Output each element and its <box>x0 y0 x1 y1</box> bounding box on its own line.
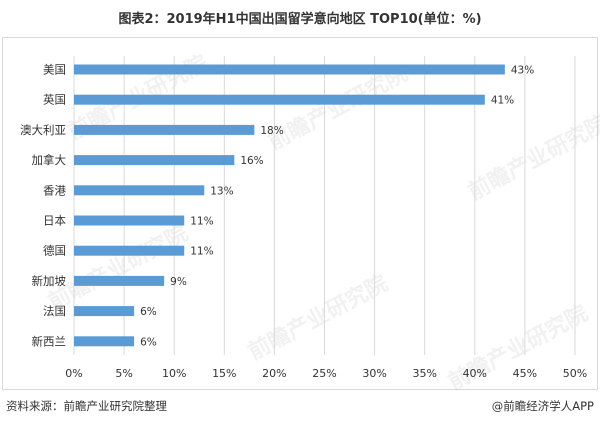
x-tick-label: 35% <box>412 367 436 380</box>
data-label: 6% <box>140 306 157 318</box>
category-label: 澳大利亚 <box>20 123 66 137</box>
data-label: 18% <box>260 125 283 137</box>
data-label: 11% <box>190 216 213 228</box>
x-tick-label: 0% <box>65 367 82 380</box>
chart-title: 图表2：2019年H1中国出国留学意向地区 TOP10(单位：%) <box>118 12 482 27</box>
category-label: 加拿大 <box>32 153 67 167</box>
category-label: 美国 <box>43 63 66 77</box>
x-tick-label: 5% <box>115 367 132 380</box>
x-tick-label: 40% <box>463 367 487 380</box>
bar <box>74 275 165 286</box>
data-label: 9% <box>170 276 187 288</box>
x-tick-label: 20% <box>262 367 286 380</box>
x-tick-label: 45% <box>513 367 537 380</box>
data-label: 43% <box>511 65 534 77</box>
data-label: 16% <box>240 155 263 167</box>
category-label: 日本 <box>43 214 66 228</box>
x-tick-label: 30% <box>362 367 386 380</box>
bar <box>74 215 185 226</box>
x-tick-label: 15% <box>212 367 236 380</box>
data-label: 41% <box>491 95 514 107</box>
bar <box>74 245 185 256</box>
source-note: 资料来源：前瞻产业研究院整理 <box>6 399 167 413</box>
bar <box>74 94 485 105</box>
bar <box>74 155 235 166</box>
x-tick-label: 50% <box>563 367 587 380</box>
bar <box>74 336 135 347</box>
data-label: 6% <box>140 336 157 348</box>
data-label: 13% <box>210 185 233 197</box>
category-label: 英国 <box>43 93 66 107</box>
bar <box>74 306 135 317</box>
credit-note: @前瞻经济学人APP <box>491 399 594 413</box>
x-tick-label: 10% <box>162 367 186 380</box>
category-label: 新西兰 <box>32 334 67 348</box>
category-label: 德国 <box>43 244 66 258</box>
category-label: 香港 <box>43 183 66 197</box>
category-label: 法国 <box>43 304 66 318</box>
data-label: 11% <box>190 246 213 258</box>
bar <box>74 124 255 135</box>
chart-frame <box>2 37 598 390</box>
bar <box>74 185 205 196</box>
category-label: 新加坡 <box>32 274 67 288</box>
x-tick-label: 25% <box>312 367 336 380</box>
bar <box>74 64 505 75</box>
